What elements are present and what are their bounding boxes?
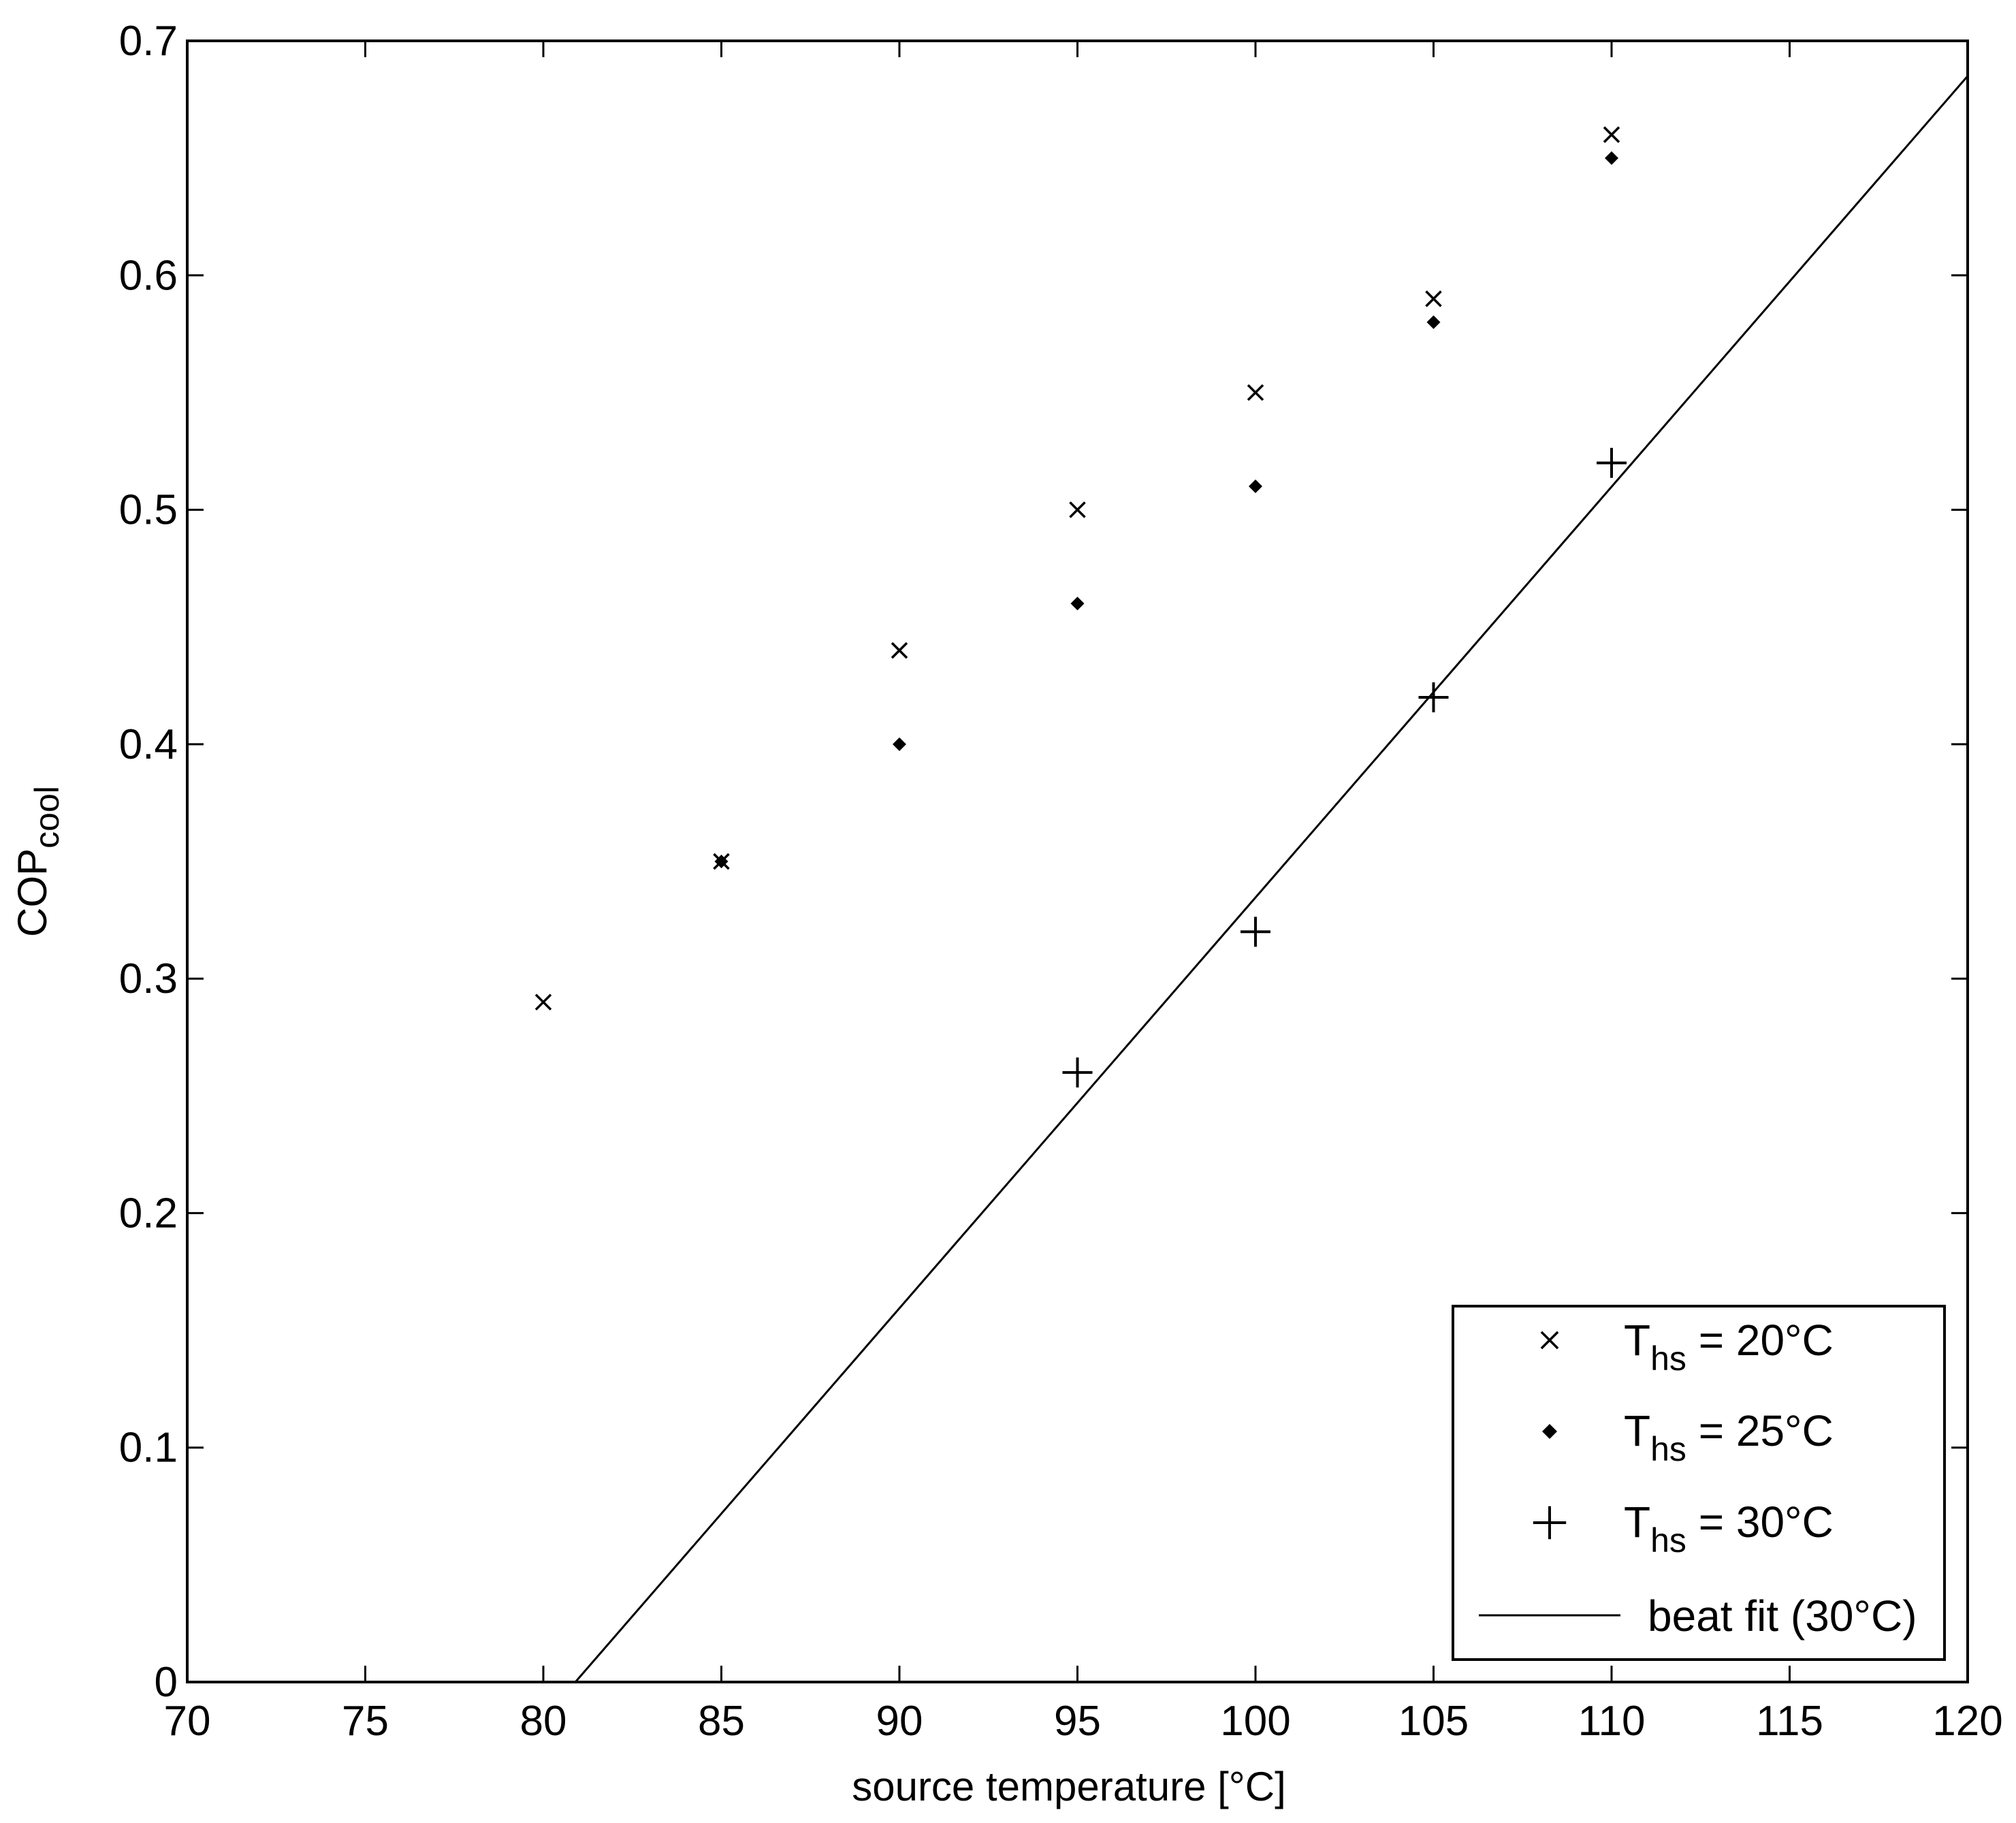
legend-label-fit: beat fit (30°C): [1648, 1591, 1917, 1640]
data-point-s0: [534, 994, 552, 1011]
ticks: [186, 39, 1969, 1683]
y-tick-label: 0.3: [119, 955, 178, 1002]
y-tick-labels: 0 0.1 0.2 0.3 0.4 0.5 0.6 0.7: [119, 18, 178, 1706]
y-tick-label: 0.4: [119, 721, 178, 768]
x-axis-label: source temperature [°C]: [852, 1764, 1286, 1809]
y-tick-label: 0.7: [119, 18, 178, 65]
data-point-s2: [1062, 1057, 1093, 1088]
data-point-s2: [1418, 682, 1449, 712]
data-point-s1: [1426, 315, 1441, 330]
y-tick-label: 0.6: [119, 252, 178, 299]
x-tick-label: 85: [698, 1698, 745, 1745]
x-tick-labels: 70 75 80 85 90 95 100 105 110 115 120: [164, 1698, 2003, 1745]
x-tick-label: 120: [1932, 1698, 2002, 1745]
y-tick-label: 0.1: [119, 1425, 178, 1472]
data-point-s0: [1247, 384, 1264, 401]
y-tick-label: 0.5: [119, 487, 178, 534]
data-point-s0: [891, 641, 908, 659]
data-point-s0: [1069, 501, 1086, 518]
data-point-s2: [1241, 917, 1270, 947]
x-tick-label: 80: [520, 1698, 567, 1745]
fit-line: [574, 75, 1969, 1683]
data-point-s1: [893, 737, 906, 751]
x-tick-label: 105: [1398, 1698, 1469, 1745]
data-point-s0: [1603, 126, 1620, 143]
y-axis-label-sub: cool: [28, 786, 66, 849]
data-point-s1: [1605, 151, 1618, 165]
x-tick-label: 100: [1220, 1698, 1290, 1745]
data-point-s1: [1249, 479, 1262, 494]
y-axis-label-main: COP: [10, 849, 55, 937]
y-tick-label: 0: [155, 1659, 178, 1706]
data-layer: [534, 75, 1969, 1683]
x-tick-label: 90: [876, 1698, 923, 1745]
legend-marker-plus: [1533, 1506, 1567, 1540]
data-point-s2: [1597, 447, 1627, 478]
data-point-s0: [1425, 290, 1442, 307]
data-point-s1: [714, 855, 729, 868]
data-point-s1: [1070, 597, 1085, 611]
legend-marker-diamond: [1542, 1424, 1557, 1439]
legend: Ths = 20°C Ths = 25°C Ths = 30°C beat fi…: [1452, 1305, 1946, 1661]
x-tick-label: 75: [342, 1698, 389, 1745]
x-tick-label: 110: [1578, 1698, 1646, 1745]
legend-marker-x: [1540, 1331, 1559, 1350]
legend-label-25: Ths = 25°C: [1624, 1406, 1834, 1468]
legend-label-30: Ths = 30°C: [1624, 1497, 1834, 1559]
x-tick-label: 70: [164, 1698, 211, 1745]
y-tick-label: 0.2: [119, 1190, 178, 1237]
y-axis-label: COPcool: [10, 786, 66, 937]
x-tick-label: 95: [1054, 1698, 1101, 1745]
legend-label-20: Ths = 20°C: [1624, 1316, 1834, 1378]
legend-box: [1452, 1305, 1946, 1661]
x-tick-label: 115: [1756, 1698, 1823, 1745]
legend-markers: [1479, 1331, 1620, 1617]
